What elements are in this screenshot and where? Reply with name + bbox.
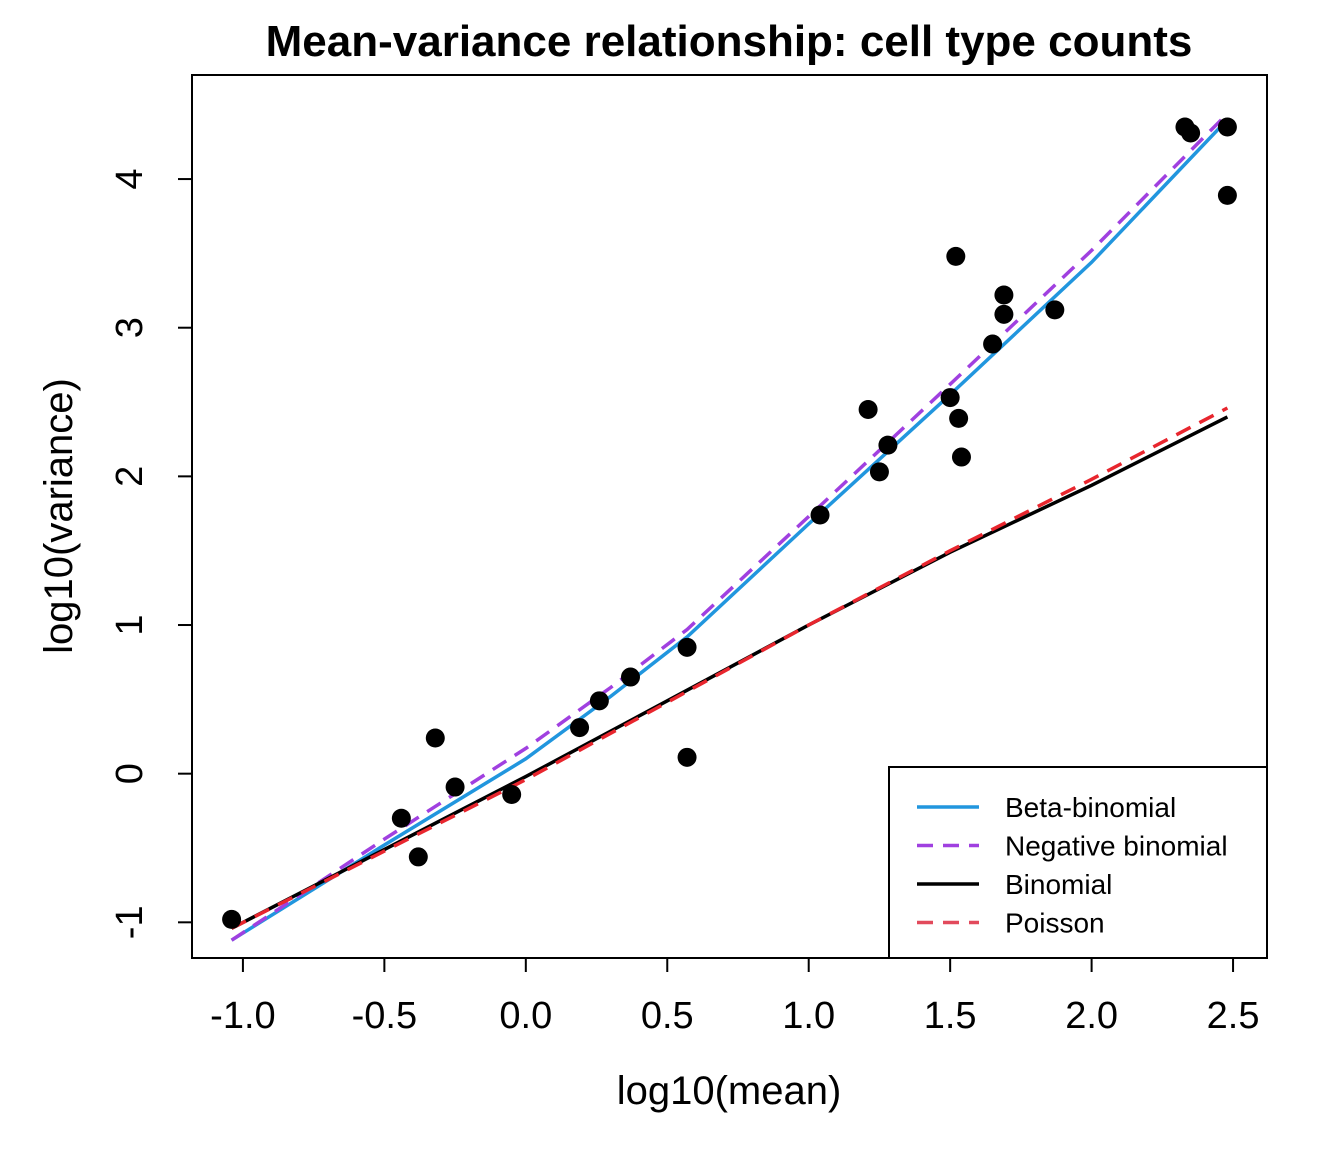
series-line-poisson [230,406,1229,930]
data-point [940,388,960,408]
data-point [810,505,830,525]
data-point [391,808,411,828]
data-point [222,909,242,929]
data-point [994,304,1014,324]
x-axis-label: log10(mean) [617,1069,842,1113]
x-tick-label: -1.0 [210,995,275,1037]
data-point [620,667,640,687]
data-point [869,462,889,482]
data-point [677,637,697,657]
y-tick-label: 1 [109,614,151,635]
x-tick-label: 1.5 [924,995,977,1037]
series-line-beta-binomial [230,118,1229,942]
y-tick-label: 2 [109,466,151,487]
data-point [570,718,590,738]
data-point [425,728,445,748]
y-axis-label: log10(variance) [37,378,81,654]
y-tick-label: 0 [109,763,151,784]
data-point [677,747,697,767]
x-tick-label: 1.0 [782,995,835,1037]
legend-label-poisson: Poisson [1005,908,1105,939]
y-axis: -1 0 1 2 3 4 [109,168,193,939]
legend-label-binomial: Binomial [1005,869,1112,900]
series-line-negative-binomial [230,112,1229,942]
data-point [1181,123,1201,143]
data-point [858,399,878,419]
data-point [878,435,898,455]
legend-label-beta-binomial: Beta-binomial [1005,792,1176,823]
data-point [1217,185,1237,205]
x-tick-label: 0.0 [499,995,552,1037]
legend-label-negative-binomial: Negative binomial [1005,831,1228,862]
legend: Beta-binomial Negative binomial Binomial Po… [888,766,1268,959]
data-point [949,408,969,428]
y-tick-label: 3 [109,317,151,338]
data-point [502,784,522,804]
data-point [983,334,1003,354]
data-point [951,447,971,467]
data-point [445,777,465,797]
data-point [408,847,428,867]
x-tick-label: 2.0 [1065,995,1118,1037]
y-tick-label: 4 [109,168,151,189]
data-point [1217,117,1237,137]
x-tick-label: 0.5 [641,995,694,1037]
data-point [994,285,1014,305]
legend-box [888,766,1268,959]
data-points [222,117,1237,929]
data-point [1045,300,1065,320]
data-point [589,691,609,711]
x-axis: -1.0 -0.5 0.0 0.5 1.0 1.5 2.0 2.5 [210,957,1260,1037]
y-tick-label: -1 [109,905,151,939]
model-lines [230,112,1229,942]
x-tick-label: -0.5 [352,995,417,1037]
data-point [946,246,966,266]
x-tick-label: 2.5 [1207,995,1260,1037]
chart-title: Mean-variance relationship: cell type co… [266,17,1193,66]
